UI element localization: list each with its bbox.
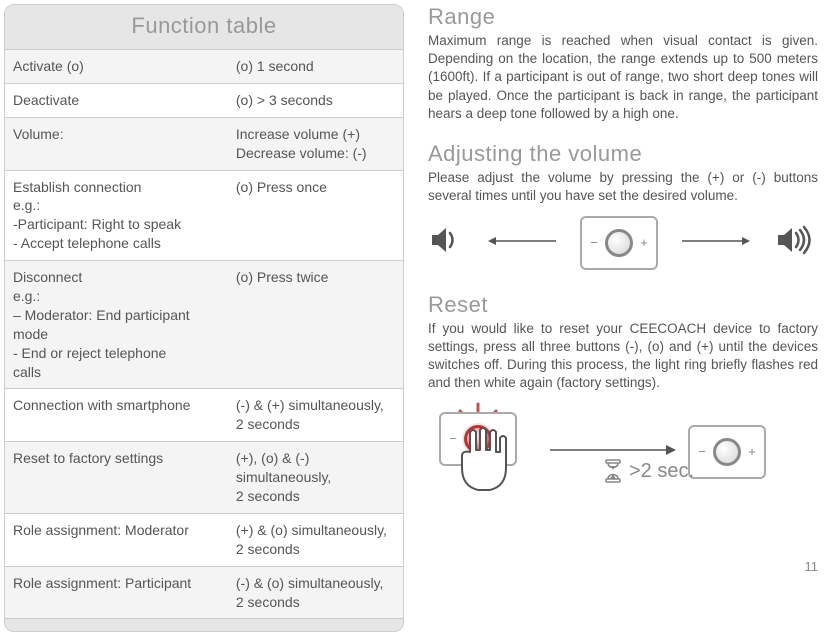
minus-icon: − [695, 445, 709, 459]
table-row: Deactivate(o) > 3 seconds [5, 84, 403, 118]
reset-body: If you would like to reset your CEECOACH… [428, 320, 818, 393]
reset-heading: Reset [428, 292, 818, 318]
action-cell: Increase volume (+) Decrease volume: (-) [228, 118, 403, 170]
minus-icon: − [587, 236, 601, 250]
volume-diagram: − + [428, 216, 818, 270]
function-table-footer [5, 619, 403, 631]
range-body: Maximum range is reached when visual con… [428, 32, 818, 123]
function-cell: Connection with smartphone [5, 389, 228, 441]
function-cell: Role assignment: Participant [5, 567, 228, 619]
plus-icon: + [745, 445, 759, 459]
table-row: Connection with smartphone(-) & (+) simu… [5, 389, 403, 442]
action-cell: (-) & (o) simultaneously, 2 seconds [228, 567, 403, 619]
table-row: Disconnect e.g.: – Moderator: End partic… [5, 261, 403, 389]
plus-icon: + [637, 236, 651, 250]
action-cell: (o) Press twice [228, 261, 403, 388]
function-cell: Establish connection e.g.: -Participant:… [5, 171, 228, 261]
function-table-title: Function table [5, 5, 403, 50]
function-table: Function table Activate (o)(o) 1 secondD… [4, 4, 404, 632]
action-cell: (o) 1 second [228, 50, 403, 83]
function-cell: Disconnect e.g.: – Moderator: End partic… [5, 261, 228, 388]
center-button-icon [713, 438, 741, 466]
table-row: Role assignment: Participant(-) & (o) si… [5, 567, 403, 620]
function-cell: Volume: [5, 118, 228, 170]
table-row: Activate (o)(o) 1 second [5, 50, 403, 84]
volume-heading: Adjusting the volume [428, 141, 818, 167]
function-cell: Reset to factory settings [5, 442, 228, 513]
device-white-icon: − + [688, 425, 766, 479]
table-row: Establish connection e.g.: -Participant:… [5, 171, 403, 262]
hourglass-icon [603, 458, 623, 484]
table-row: Volume:Increase volume (+) Decrease volu… [5, 118, 403, 171]
timer-label: >2 sec. [603, 458, 694, 484]
action-cell: (-) & (+) simultaneously, 2 seconds [228, 389, 403, 441]
center-button-icon [605, 229, 633, 257]
action-cell: (+), (o) & (-) simultaneously, 2 seconds [228, 442, 403, 513]
arrow-right-icon [680, 234, 752, 252]
table-row: Role assignment: Moderator(+) & (o) simu… [5, 514, 403, 567]
action-cell: (o) Press once [228, 171, 403, 261]
function-cell: Activate (o) [5, 50, 228, 83]
function-cell: Role assignment: Moderator [5, 514, 228, 566]
volume-body: Please adjust the volume by pressing the… [428, 169, 818, 205]
function-cell: Deactivate [5, 84, 228, 117]
action-cell: (o) > 3 seconds [228, 84, 403, 117]
action-cell: (+) & (o) simultaneously, 2 seconds [228, 514, 403, 566]
device-front-icon: − + [580, 216, 658, 270]
range-heading: Range [428, 4, 818, 30]
timer-text: >2 sec. [629, 460, 694, 483]
hand-press-icon [448, 424, 528, 504]
speaker-low-icon [428, 223, 464, 262]
table-row: Reset to factory settings(+), (o) & (-) … [5, 442, 403, 514]
speaker-high-icon [774, 223, 818, 262]
page-number: 11 [805, 559, 819, 574]
reset-diagram: − + [428, 402, 818, 502]
arrow-left-icon [486, 234, 558, 252]
